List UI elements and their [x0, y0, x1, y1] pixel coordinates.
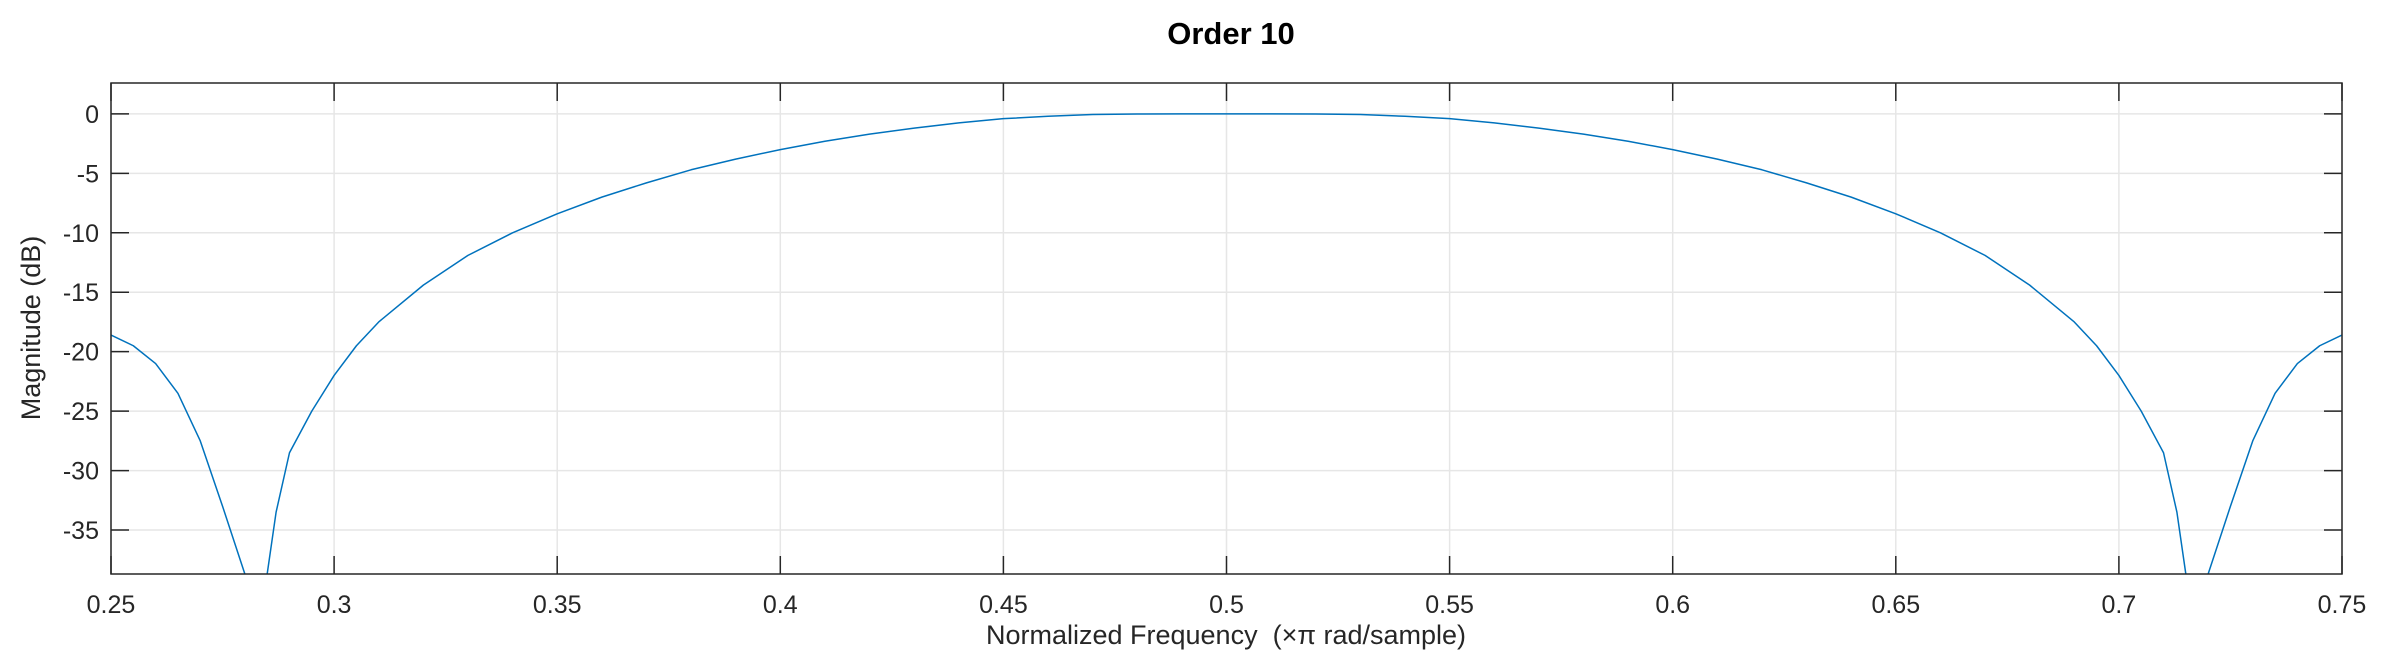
x-tick-label: 0.7 — [2102, 591, 2137, 619]
series-layer — [111, 113, 2342, 574]
x-tick-labels: 0.25 0.3 0.35 0.4 0.45 0.5 0.55 0.6 0.65 0.7 0.75 — [87, 591, 2367, 619]
magnitude-response-line — [111, 113, 2342, 574]
y-tick-label: -25 — [63, 398, 99, 426]
y-tick-label: -20 — [63, 339, 99, 367]
x-tick-label: 0.65 — [1871, 591, 1920, 619]
y-axis-label: Magnitude (dB) — [16, 236, 46, 421]
grid-lines — [110, 83, 2343, 574]
plot-frame — [110, 82, 2343, 575]
y-tick-label: -15 — [63, 279, 99, 307]
x-axis-label: Normalized Frequency (×π rad/sample) — [986, 620, 1466, 650]
x-tick-label: 0.45 — [979, 591, 1028, 619]
y-tick-label: -30 — [63, 458, 99, 486]
y-tick-label: 0 — [85, 101, 99, 129]
x-tick-label: 0.5 — [1209, 591, 1244, 619]
x-tick-label: 0.35 — [533, 591, 582, 619]
x-tick-label: 0.75 — [2318, 591, 2367, 619]
y-tick-label: -5 — [77, 160, 99, 188]
chart-title: Order 10 — [1167, 16, 1295, 51]
x-tick-label: 0.6 — [1655, 591, 1690, 619]
x-tick-label: 0.3 — [317, 591, 352, 619]
y-tick-label: -10 — [63, 220, 99, 248]
x-tick-label: 0.4 — [763, 591, 798, 619]
x-tick-label: 0.25 — [87, 591, 136, 619]
y-tick-label: -35 — [63, 517, 99, 545]
y-tick-labels: 0 -5 -10 -15 -20 -25 -30 -35 — [63, 101, 99, 545]
x-tick-label: 0.55 — [1425, 591, 1474, 619]
axis-ticks — [110, 83, 2343, 574]
